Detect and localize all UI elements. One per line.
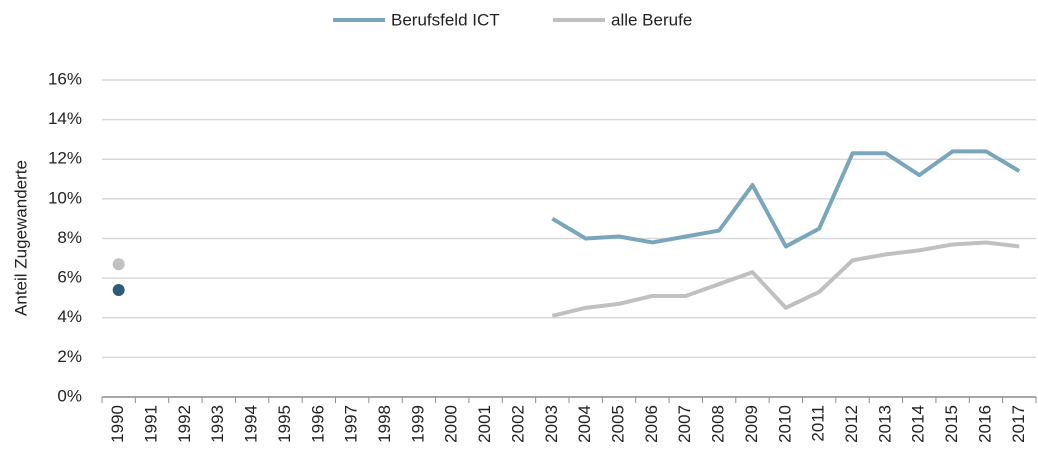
x-tick-label: 1990 xyxy=(108,405,127,443)
x-tick-label: 1996 xyxy=(308,405,327,443)
y-tick-label: 8% xyxy=(57,228,82,247)
x-tick-label: 1992 xyxy=(175,405,194,443)
y-tick-label: 16% xyxy=(48,69,82,88)
y-tick-label: 6% xyxy=(57,268,82,287)
y-tick-label: 14% xyxy=(48,109,82,128)
x-tick-label: 2005 xyxy=(609,405,628,443)
y-tick-label: 4% xyxy=(57,307,82,326)
x-tick-label: 2008 xyxy=(709,405,728,443)
data-point xyxy=(112,258,125,271)
x-tick-label: 2003 xyxy=(542,405,561,443)
series-line xyxy=(551,149,1021,249)
x-tick-label: 2015 xyxy=(942,405,961,443)
x-tick-label: 1997 xyxy=(342,405,361,443)
legend-label: Berufsfeld ICT xyxy=(391,10,500,29)
x-tick-label: 2013 xyxy=(875,405,894,443)
x-tick-label: 2014 xyxy=(909,405,928,443)
x-tick-label: 1993 xyxy=(208,405,227,443)
x-tick-label: 2017 xyxy=(1009,405,1028,443)
y-tick-label: 0% xyxy=(57,386,82,405)
x-tick-label: 2001 xyxy=(475,405,494,443)
x-tick-label: 2002 xyxy=(508,405,527,443)
y-tick-label: 2% xyxy=(57,347,82,366)
x-tick-label: 1998 xyxy=(375,405,394,443)
x-tick-label: 1999 xyxy=(408,405,427,443)
x-tick-label: 2016 xyxy=(975,405,994,443)
x-tick-label: 2010 xyxy=(775,405,794,443)
x-tick-label: 1995 xyxy=(275,405,294,443)
x-tick-label: 2006 xyxy=(642,405,661,443)
data-point xyxy=(112,284,125,297)
x-tick-label: 1994 xyxy=(242,405,261,443)
x-tick-label: 2000 xyxy=(442,405,461,443)
x-tick-label: 2009 xyxy=(742,405,761,443)
legend-label: alle Berufe xyxy=(611,10,692,29)
series-line xyxy=(551,240,1020,318)
x-tick-label: 2012 xyxy=(842,405,861,443)
x-tick-label: 1991 xyxy=(142,405,161,443)
x-tick-label: 2007 xyxy=(675,405,694,443)
y-tick-label: 10% xyxy=(48,188,82,207)
x-tick-label: 2004 xyxy=(575,405,594,443)
y-axis-label: Anteil Zugewanderte xyxy=(11,160,30,316)
y-tick-label: 12% xyxy=(48,149,82,168)
x-tick-label: 2011 xyxy=(809,405,828,442)
